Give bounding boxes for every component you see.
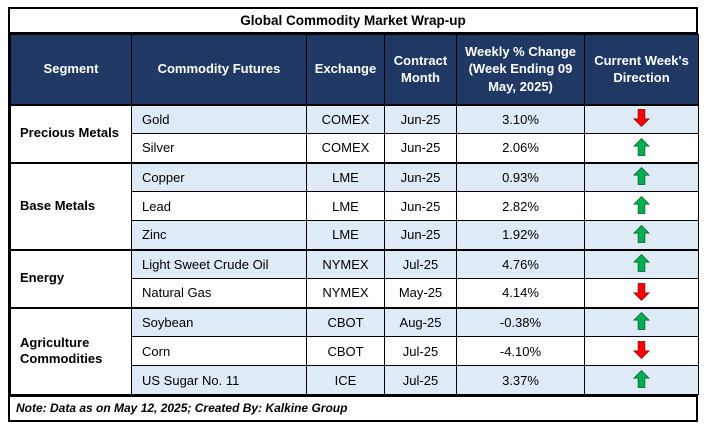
exchange-cell: COMEX (306, 133, 385, 163)
table-row: Corn CBOT Jul-25 -4.10% (11, 336, 699, 366)
commodity-cell: Natural Gas (131, 278, 307, 308)
commodity-cell: Zinc (131, 220, 307, 250)
up-arrow-icon (632, 165, 652, 187)
col-header-commodity-futures: Commodity Futures (131, 34, 307, 106)
contract-month-cell: Jun-25 (384, 161, 457, 192)
direction-cell (584, 278, 699, 308)
page-title: Global Commodity Market Wrap-up (10, 9, 696, 34)
table-row: Natural Gas NYMEX May-25 4.14% (11, 278, 699, 308)
direction-cell (584, 306, 699, 337)
exchange-cell: LME (306, 161, 385, 192)
table-row: US Sugar No. 11 ICE Jul-25 3.37% (11, 365, 699, 395)
table-row: Lead LME Jun-25 2.82% (11, 191, 699, 221)
commodity-cell: Lead (131, 191, 307, 221)
weekly-change-cell: -4.10% (456, 336, 585, 366)
contract-month-cell: Jun-25 (384, 133, 457, 163)
col-header-contract-month: Contract Month (384, 34, 457, 106)
segment-cell: Energy (10, 248, 132, 308)
commodity-cell: Soybean (131, 306, 307, 337)
exchange-cell: CBOT (306, 306, 385, 337)
weekly-change-cell: 3.10% (456, 104, 585, 134)
contract-month-cell: Aug-25 (384, 306, 457, 337)
commodity-wrapup-panel: Global Commodity Market Wrap-up Segment … (8, 7, 699, 422)
weekly-change-cell: 2.82% (456, 191, 585, 221)
table-row: Energy Light Sweet Crude Oil NYMEX Jul-2… (10, 248, 699, 308)
col-header-direction: Current Week's Direction (584, 34, 699, 106)
down-arrow-icon (632, 107, 652, 129)
weekly-change-cell: 2.06% (456, 133, 585, 163)
commodity-cell: Copper (131, 161, 307, 192)
weekly-change-cell: 0.93% (456, 161, 585, 192)
commodity-cell: Corn (131, 336, 307, 366)
exchange-cell: NYMEX (306, 248, 385, 279)
contract-month-cell: Jul-25 (384, 365, 457, 395)
down-arrow-icon (632, 339, 652, 361)
commodity-table: Segment Commodity Futures Exchange Contr… (10, 34, 699, 395)
contract-month-cell: Jun-25 (384, 191, 457, 221)
up-arrow-icon (632, 223, 652, 245)
exchange-cell: LME (306, 191, 385, 221)
exchange-cell: COMEX (306, 104, 385, 134)
contract-month-cell: Jun-25 (384, 104, 457, 134)
direction-cell (584, 191, 699, 221)
commodity-cell: Silver (131, 133, 307, 163)
commodity-cell: Light Sweet Crude Oil (131, 248, 307, 279)
segment-cell: Base Metals (10, 161, 132, 250)
direction-cell (584, 365, 699, 395)
col-header-segment: Segment (10, 34, 132, 106)
up-arrow-icon (632, 136, 652, 158)
table-row: Zinc LME Jun-25 1.92% (11, 220, 699, 250)
contract-month-cell: May-25 (384, 278, 457, 308)
direction-cell (584, 133, 699, 163)
segment-cell: Agriculture Commodities (10, 306, 132, 395)
weekly-change-cell: 4.76% (456, 248, 585, 279)
exchange-cell: NYMEX (306, 278, 385, 308)
up-arrow-icon (632, 252, 652, 274)
weekly-change-cell: 1.92% (456, 220, 585, 250)
commodity-cell: Gold (131, 104, 307, 134)
table-row: Base Metals Copper LME Jun-25 0.93% (10, 161, 699, 250)
weekly-change-cell: 4.14% (456, 278, 585, 308)
table-row: Agriculture Commodities Soybean CBOT Aug… (10, 306, 699, 395)
up-arrow-icon (632, 310, 652, 332)
up-arrow-icon (632, 368, 652, 390)
exchange-cell: LME (306, 220, 385, 250)
up-arrow-icon (632, 194, 652, 216)
contract-month-cell: Jun-25 (384, 220, 457, 250)
col-header-exchange: Exchange (306, 34, 385, 106)
header-row: Segment Commodity Futures Exchange Contr… (10, 34, 699, 106)
commodity-cell: US Sugar No. 11 (131, 365, 307, 395)
table-row: Precious Metals Gold COMEX Jun-25 3.10% (10, 104, 699, 163)
table-row: Silver COMEX Jun-25 2.06% (11, 133, 699, 163)
col-header-weekly-change: Weekly % Change (Week Ending 09 May, 202… (456, 34, 585, 106)
direction-cell (584, 104, 699, 134)
direction-cell (584, 336, 699, 366)
down-arrow-icon (632, 281, 652, 303)
weekly-change-cell: -0.38% (456, 306, 585, 337)
segment-cell: Precious Metals (10, 104, 132, 163)
footnote: Note: Data as on May 12, 2025; Created B… (10, 395, 696, 420)
direction-cell (584, 220, 699, 250)
contract-month-cell: Jul-25 (384, 248, 457, 279)
contract-month-cell: Jul-25 (384, 336, 457, 366)
weekly-change-cell: 3.37% (456, 365, 585, 395)
exchange-cell: CBOT (306, 336, 385, 366)
direction-cell (584, 248, 699, 279)
exchange-cell: ICE (306, 365, 385, 395)
direction-cell (584, 161, 699, 192)
